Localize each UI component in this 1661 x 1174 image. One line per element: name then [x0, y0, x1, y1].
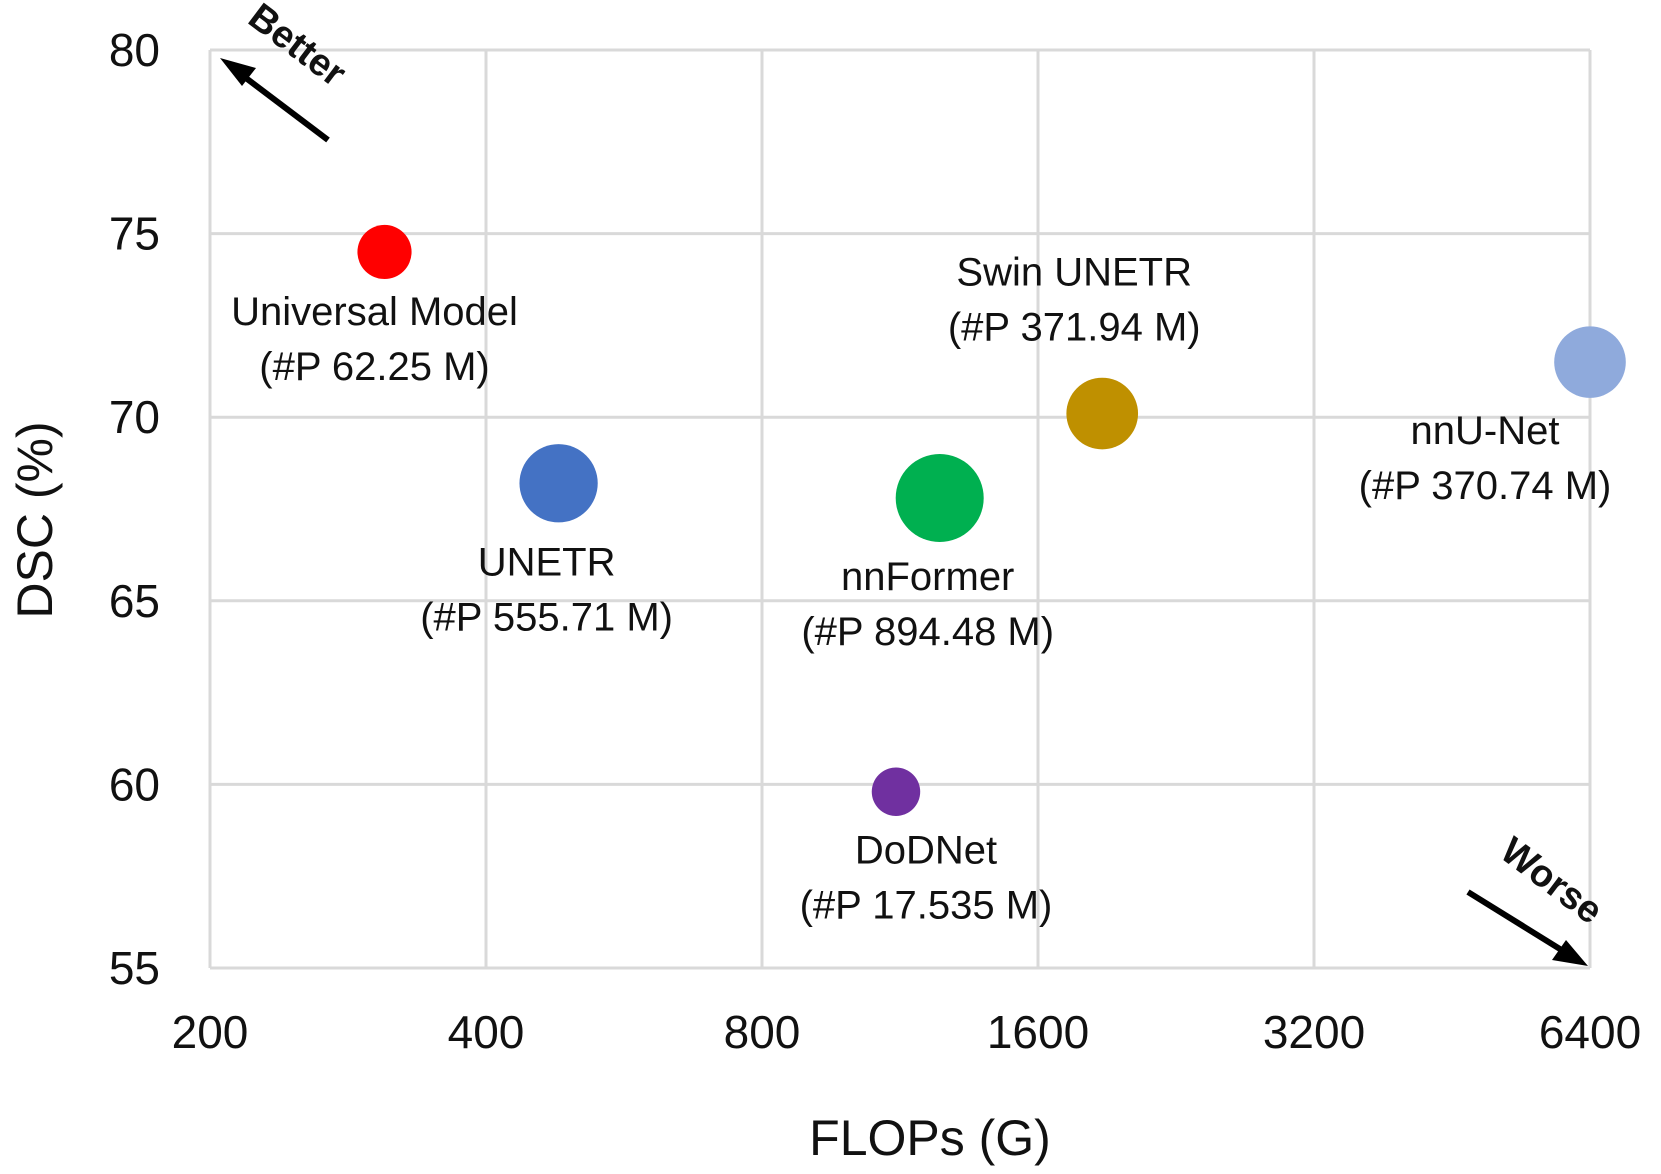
- point-params-label: (#P 370.74 M): [1359, 464, 1612, 508]
- better-annotation: Better: [220, 0, 354, 143]
- point-params-label: (#P 17.535 M): [800, 884, 1053, 928]
- x-tick-label: 3200: [1263, 1006, 1365, 1058]
- point-params-label: (#P 894.48 M): [801, 610, 1054, 654]
- x-tick-label: 800: [724, 1006, 801, 1058]
- point-name-label: nnU-Net: [1411, 409, 1560, 453]
- point-name-label: Swin UNETR: [956, 251, 1192, 295]
- tick-labels: 200 400 800 1600 3200 6400 55 60 65 70 75 80: [109, 24, 1641, 1058]
- point-name-label: nnFormer: [841, 555, 1014, 599]
- data-point: [519, 444, 598, 523]
- worse-arrow-icon: [1466, 889, 1570, 957]
- x-tick-label: 6400: [1539, 1006, 1641, 1058]
- x-axis-label: FLOPs (G): [809, 1110, 1051, 1166]
- point-params-label: (#P 555.71 M): [420, 595, 673, 639]
- y-axis-label: DSC (%): [7, 421, 63, 618]
- better-arrowhead-icon: [220, 58, 256, 86]
- y-tick-label: 60: [109, 758, 160, 810]
- point-params-label: (#P 62.25 M): [259, 345, 490, 389]
- point-name-label: UNETR: [478, 540, 616, 584]
- point-name-label: Universal Model: [231, 290, 518, 334]
- y-tick-label: 75: [109, 208, 160, 260]
- y-tick-label: 70: [109, 391, 160, 443]
- x-tick-label: 400: [448, 1006, 525, 1058]
- data-point: [1554, 326, 1626, 398]
- data-point: [1066, 377, 1139, 450]
- y-tick-label: 80: [109, 24, 160, 76]
- y-tick-label: 65: [109, 575, 160, 627]
- better-label: Better: [241, 0, 354, 95]
- point-labels: Universal Model (#P 62.25 M) UNETR (#P 555.…: [231, 251, 1611, 928]
- axes: [208, 50, 1590, 970]
- data-points: [357, 224, 1626, 816]
- better-arrow-icon: [236, 69, 330, 143]
- x-tick-label: 1600: [987, 1006, 1089, 1058]
- data-point: [357, 224, 412, 280]
- data-point: [871, 767, 921, 816]
- point-params-label: (#P 371.94 M): [948, 306, 1201, 350]
- point-name-label: DoDNet: [855, 829, 997, 873]
- y-tick-label: 55: [109, 942, 160, 994]
- data-point: [895, 453, 984, 542]
- worse-arrowhead-icon: [1552, 940, 1588, 966]
- x-tick-label: 200: [172, 1006, 249, 1058]
